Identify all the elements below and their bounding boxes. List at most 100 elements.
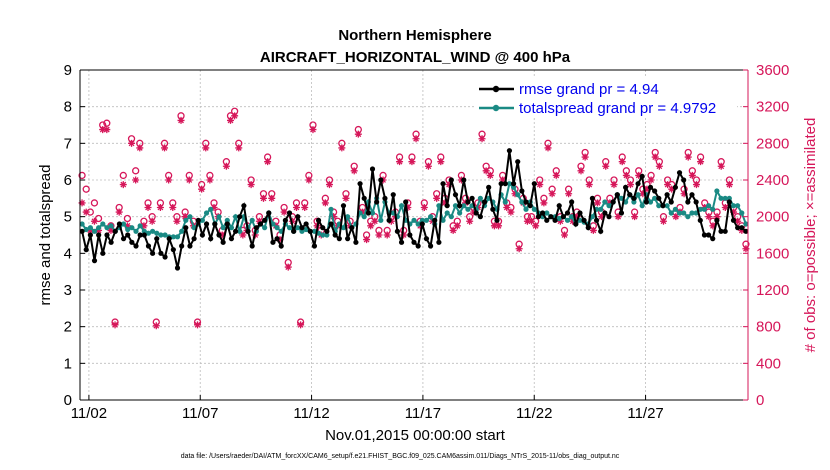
rmse-point (556, 203, 562, 209)
totalspread-point (519, 199, 525, 205)
rmse-point (647, 184, 654, 190)
obs-assimilated-point (664, 181, 672, 189)
rmse-point (116, 221, 123, 227)
obs-assimilated-point (503, 204, 511, 211)
rmse-point (104, 232, 110, 238)
totalspread-point (170, 234, 176, 240)
totalspread-point (726, 195, 732, 201)
x-ticks: 11/02 11/07 11/12 11/17 11/22 11/27 (71, 395, 664, 422)
rmse-point (195, 217, 201, 223)
rmse-point (137, 232, 143, 238)
rmse-point (506, 148, 513, 154)
rmse-point (486, 184, 492, 190)
obs-assimilated-point (325, 181, 333, 189)
totalspread-point (722, 195, 728, 201)
obs-assimilated-point (618, 158, 626, 166)
obs-assimilated-point (111, 321, 119, 329)
rmse-point (224, 221, 230, 227)
obs-assimilated-point (280, 208, 288, 216)
obs-assimilated-point (573, 213, 581, 221)
totalspread-point (125, 226, 131, 233)
rmse-point (701, 232, 708, 238)
totalspread-point (129, 225, 135, 231)
rmse-point (697, 217, 703, 223)
rmse-point (564, 210, 571, 216)
rmse-point (324, 228, 330, 234)
rmse-point (353, 239, 359, 245)
totalspread-point (120, 221, 127, 227)
rmse-point (415, 243, 421, 249)
obs-assimilated-point (515, 245, 523, 253)
rmse-point (643, 199, 649, 205)
obs-assimilated-point (371, 217, 379, 225)
totalspread-point (652, 195, 658, 201)
totalspread-point (589, 214, 596, 220)
rmse-point (656, 195, 662, 201)
rmse-point (452, 192, 459, 198)
rmse-point (357, 181, 363, 187)
obs-assimilated-point (412, 135, 420, 143)
obs-assimilated-point (161, 144, 169, 152)
obs-assimilated-point (639, 190, 647, 198)
rmse-point (187, 243, 193, 249)
obs-assimilated-point (697, 158, 705, 166)
obs-assimilated-point (140, 222, 148, 230)
rmse-point (494, 217, 500, 223)
left-tick-label: 9 (64, 62, 72, 79)
totalspread-point (133, 228, 139, 234)
obs-assimilated-point (152, 322, 160, 330)
totalspread-point (718, 195, 724, 201)
left-tick-label: 7 (64, 135, 72, 152)
obs-assimilated-point (194, 321, 202, 329)
rmse-point (569, 199, 575, 205)
totalspread-point (361, 214, 367, 220)
rmse-point (498, 181, 504, 187)
obs-assimilated-point (598, 213, 606, 221)
rmse-point (581, 217, 587, 223)
rmse-point (585, 225, 591, 231)
totalspread-point (606, 203, 612, 209)
totalspread-point (415, 221, 421, 227)
rmse-point (490, 206, 496, 212)
totalspread-point (203, 210, 210, 216)
rmse-point (340, 203, 347, 209)
rmse-point (672, 184, 678, 190)
chart-title-line1: Northern Hemisphere (338, 27, 491, 44)
rmse-point (685, 199, 691, 205)
totalspread-point (208, 206, 214, 212)
obs-assimilated-point (536, 181, 544, 189)
obs-assimilated-point (82, 208, 90, 216)
totalspread-point (427, 214, 434, 220)
rmse-point (548, 214, 554, 220)
totalspread-point (735, 203, 741, 209)
obs-assimilated-point (742, 245, 750, 253)
right-tick-label: 1200 (756, 282, 789, 299)
obs-assimilated-point (420, 204, 428, 211)
rmse-point (602, 210, 608, 216)
obs-assimilated-point (95, 226, 103, 234)
obs-assimilated-point (173, 217, 181, 225)
obs-assimilated-point (626, 181, 634, 189)
rmse-point (614, 192, 620, 198)
totalspread-point (664, 203, 670, 209)
rmse-point (228, 236, 235, 242)
rmse-point (245, 228, 251, 234)
obs-assimilated-point (148, 217, 156, 225)
rmse-point (739, 225, 745, 231)
rmse-point (328, 221, 334, 227)
rmse-point (660, 203, 666, 209)
totalspread-point (656, 203, 662, 209)
obs-possible-point (123, 214, 132, 223)
totalspread-point (100, 221, 106, 227)
obs-assimilated-point (548, 190, 556, 198)
obs-assimilated-point (672, 213, 680, 221)
totalspread-point (564, 217, 571, 223)
right-tick-label: 400 (756, 355, 781, 372)
obs-assimilated-point (202, 144, 210, 152)
rmse-point (291, 228, 297, 234)
rmse-point (378, 177, 384, 183)
totalspread-point (91, 228, 98, 234)
obs-assimilated-point (466, 217, 474, 225)
obs-assimilated-point (561, 231, 569, 239)
rmse-point (598, 228, 604, 234)
